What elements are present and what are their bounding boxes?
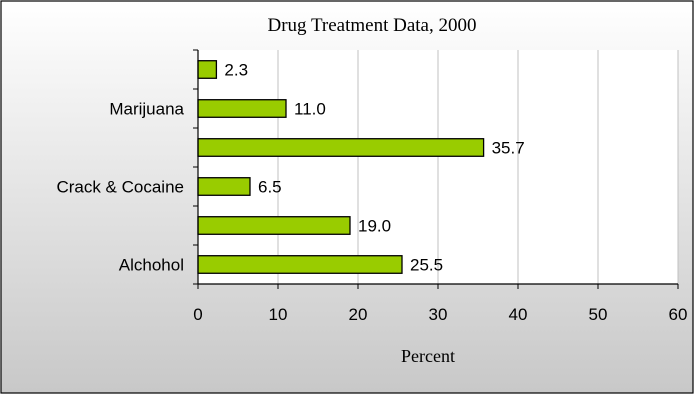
bar-value-label: 11.0 bbox=[294, 100, 326, 119]
bar-value-label: 35.7 bbox=[492, 139, 525, 158]
x-tick-labels: 0 10 20 30 40 50 60 bbox=[193, 305, 687, 324]
x-tick-label: 30 bbox=[429, 305, 448, 324]
x-tick-label: 40 bbox=[509, 305, 528, 324]
axes bbox=[193, 49, 679, 289]
x-tick-label: 0 bbox=[193, 305, 202, 324]
x-axis-title: Percent bbox=[401, 346, 455, 366]
x-tick-label: 10 bbox=[269, 305, 288, 324]
bar-value-label: 25.5 bbox=[410, 256, 443, 275]
bar bbox=[197, 60, 218, 79]
bar bbox=[197, 138, 485, 157]
x-tick-label: 50 bbox=[589, 305, 608, 324]
category-labels: Alchohol Crack & Cocaine Marijuana bbox=[56, 100, 184, 275]
chart-title: Drug Treatment Data, 2000 bbox=[268, 15, 477, 36]
bar-value-label: 6.5 bbox=[258, 178, 282, 197]
gridlines bbox=[277, 50, 679, 284]
bar-value-label: 2.3 bbox=[224, 61, 248, 80]
category-label: Marijuana bbox=[109, 100, 184, 119]
bar-value-label: 19.0 bbox=[358, 217, 391, 236]
bar bbox=[197, 177, 251, 196]
x-tick-label: 60 bbox=[669, 305, 688, 324]
category-label: Crack & Cocaine bbox=[56, 178, 184, 197]
bar bbox=[197, 255, 403, 274]
bars: 25.5 19.0 6.5 35.7 11.0 2.3 bbox=[197, 60, 525, 275]
x-tick-label: 20 bbox=[349, 305, 368, 324]
category-label: Alchohol bbox=[119, 256, 184, 275]
bar bbox=[197, 99, 287, 118]
bar bbox=[197, 216, 351, 235]
